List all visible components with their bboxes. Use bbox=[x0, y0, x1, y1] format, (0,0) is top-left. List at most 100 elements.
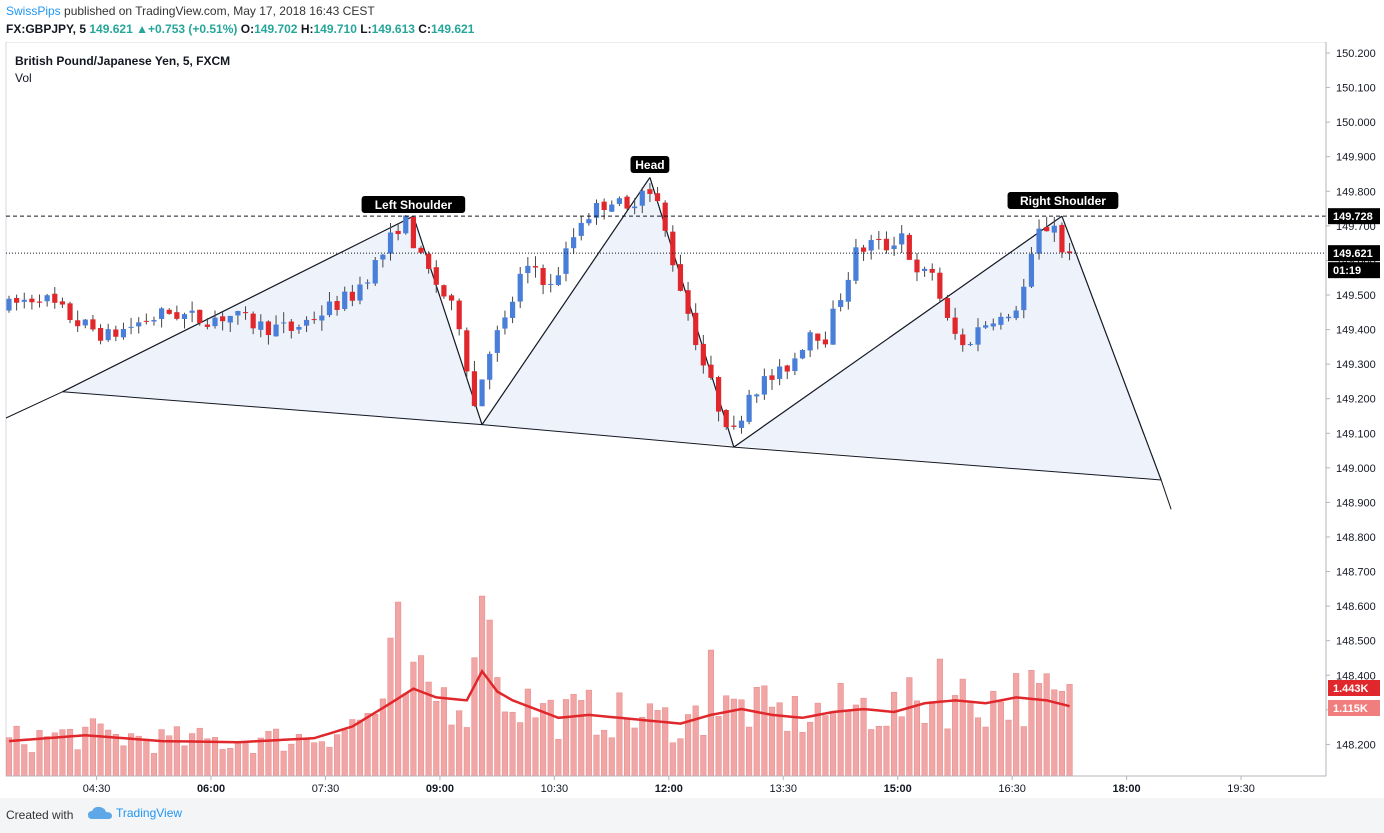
pattern-leg bbox=[1061, 215, 1162, 481]
candle bbox=[75, 310, 81, 332]
candle bbox=[586, 213, 592, 226]
candle bbox=[281, 312, 287, 334]
volume-bar bbox=[623, 717, 631, 777]
high-value: 149.710 bbox=[313, 22, 357, 36]
candle bbox=[120, 322, 127, 340]
volume-bar bbox=[837, 683, 844, 777]
volume-bar bbox=[227, 748, 234, 777]
volume-bar bbox=[456, 710, 463, 777]
chart-legend: British Pound/Japanese Yen, 5, FXCM Vol bbox=[15, 53, 230, 87]
pattern-leg bbox=[733, 215, 1063, 448]
candle bbox=[357, 276, 363, 305]
volume-bar bbox=[570, 694, 577, 777]
candle bbox=[540, 264, 546, 295]
candle bbox=[6, 295, 12, 313]
symbol-ohlc: FX:GBPJPY, 5 149.621 ▲+0.753 (+0.51%) O:… bbox=[6, 22, 474, 36]
candle bbox=[685, 281, 691, 321]
volume-bar bbox=[120, 745, 127, 777]
volume-bar bbox=[700, 735, 707, 777]
candle bbox=[677, 254, 684, 292]
candle bbox=[29, 294, 35, 310]
candle bbox=[448, 293, 455, 311]
volume-bar bbox=[1036, 683, 1043, 777]
volume-bar bbox=[486, 619, 493, 777]
volume-bar bbox=[295, 734, 302, 777]
volume-bar bbox=[189, 733, 196, 777]
candle bbox=[944, 294, 951, 321]
volume-bar bbox=[845, 711, 852, 777]
time-tick-label: 09:00 bbox=[426, 783, 454, 795]
candle bbox=[937, 267, 943, 302]
volume-bar bbox=[875, 726, 882, 777]
volume-bar bbox=[1043, 673, 1050, 777]
volume-ma bbox=[8, 668, 1070, 744]
candle bbox=[426, 251, 432, 274]
volume-bar bbox=[944, 728, 951, 777]
left-shoulder-label: Left Shoulder bbox=[361, 196, 466, 213]
candle bbox=[723, 409, 729, 430]
candle bbox=[990, 318, 996, 331]
candle bbox=[700, 334, 706, 374]
volume-bar bbox=[608, 737, 615, 777]
volume-bar bbox=[868, 729, 875, 777]
time-tick-label: 15:00 bbox=[884, 783, 912, 795]
candle bbox=[82, 318, 88, 329]
candle bbox=[242, 306, 249, 320]
volume-bar bbox=[555, 739, 562, 777]
candle bbox=[265, 320, 272, 345]
pattern-fill bbox=[62, 177, 1162, 480]
candle bbox=[502, 310, 508, 335]
volume-bar bbox=[211, 737, 219, 777]
candle bbox=[807, 330, 813, 358]
candle bbox=[487, 351, 493, 390]
open-value: 149.702 bbox=[254, 22, 298, 36]
volume-bar bbox=[440, 687, 447, 777]
volume-bar bbox=[471, 657, 478, 777]
volume-bar bbox=[242, 742, 249, 777]
price-tick-label: 149.000 bbox=[1336, 463, 1376, 475]
volume-bar bbox=[364, 713, 371, 777]
candle bbox=[647, 183, 653, 202]
candle bbox=[90, 314, 96, 332]
svg-text:Head: Head bbox=[635, 158, 664, 172]
candle bbox=[593, 199, 600, 225]
volume-bar bbox=[51, 732, 58, 777]
svg-text:149.621: 149.621 bbox=[1333, 248, 1373, 260]
price-tick-label: 148.700 bbox=[1336, 567, 1376, 579]
candle bbox=[365, 279, 371, 290]
price-tick-label: 148.400 bbox=[1336, 670, 1376, 682]
candle bbox=[433, 260, 439, 293]
candle bbox=[143, 313, 149, 325]
candle bbox=[296, 324, 302, 334]
tradingview-brand-link[interactable]: TradingView bbox=[88, 806, 182, 820]
price-levels bbox=[6, 215, 1326, 254]
neckline-price-tag: 149.728 bbox=[1328, 208, 1380, 225]
volume-bar bbox=[1066, 684, 1073, 777]
volume-bar bbox=[677, 738, 684, 777]
candle bbox=[250, 311, 256, 335]
svg-text:01:19: 01:19 bbox=[1333, 265, 1361, 277]
candle bbox=[174, 305, 180, 321]
price-axis[interactable]: 150.200 150.100 150.000 149.900 149.800 149.7… bbox=[1325, 42, 1384, 776]
pattern-extension bbox=[5, 391, 63, 419]
volume-bar bbox=[196, 727, 203, 777]
time-tick-label: 16:30 bbox=[998, 783, 1026, 795]
volume-bar bbox=[288, 743, 295, 777]
candle bbox=[105, 323, 111, 342]
candle bbox=[784, 364, 790, 380]
publisher-link[interactable]: SwissPips bbox=[6, 4, 61, 18]
candle bbox=[563, 241, 569, 282]
volume-bar bbox=[1005, 719, 1012, 777]
candle bbox=[731, 415, 737, 430]
candle bbox=[189, 301, 195, 323]
candle bbox=[14, 294, 20, 311]
candle bbox=[975, 318, 981, 352]
volume-bar bbox=[44, 736, 51, 777]
last-price-tag: 149.621 bbox=[1328, 245, 1380, 262]
candle bbox=[876, 231, 882, 250]
volume-bar bbox=[601, 729, 608, 777]
volume-bar bbox=[517, 722, 524, 777]
price-tick-label: 148.500 bbox=[1336, 636, 1376, 648]
time-axis[interactable]: 04:30 06:00 07:30 09:00 10:30 12:00 13:30 15:00… bbox=[6, 775, 1326, 795]
